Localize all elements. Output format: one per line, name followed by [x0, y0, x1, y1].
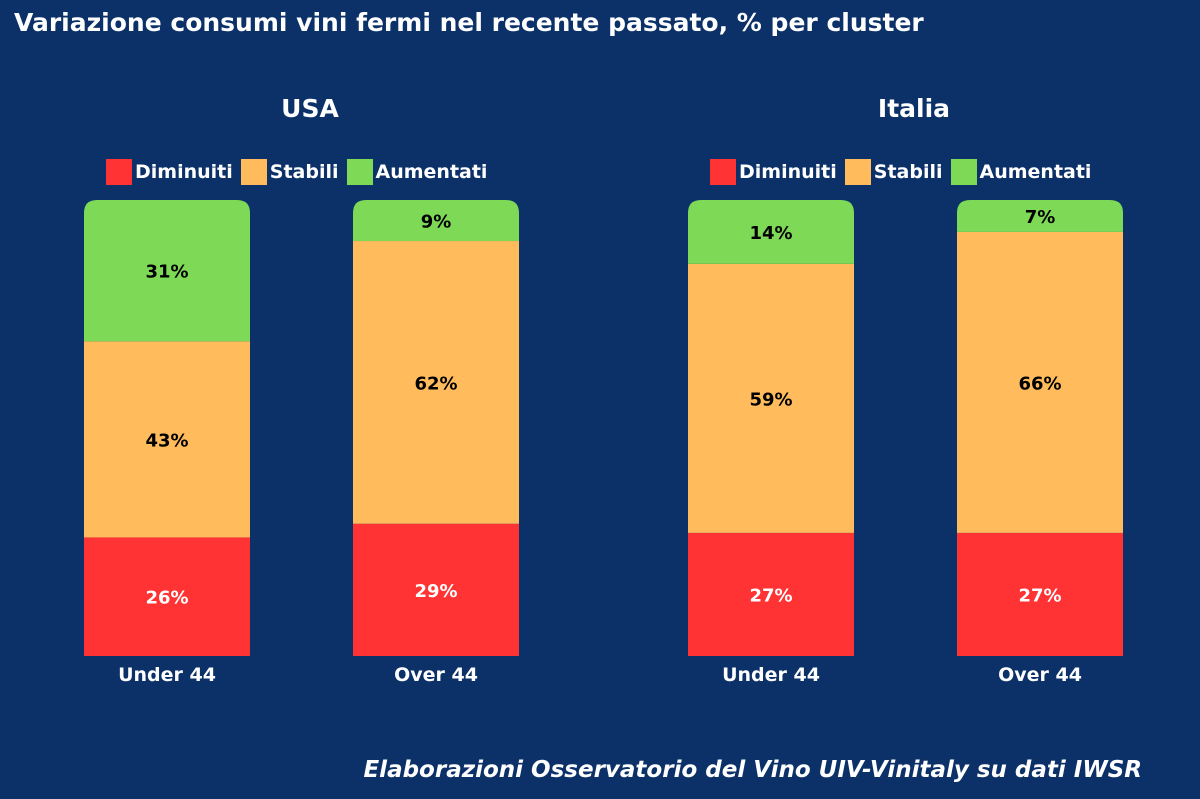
usa-data-label-stabili-0: 43%: [145, 430, 188, 451]
panel-title-usa: USA: [281, 94, 339, 123]
legend-swatch-diminuiti: [106, 159, 132, 185]
category-label-italia-under-44: Under 44: [722, 664, 820, 686]
italia-data-label-stabili-1: 66%: [1018, 373, 1061, 394]
category-label-usa-under-44: Under 44: [118, 664, 216, 686]
italia-data-label-stabili-0: 59%: [749, 389, 792, 410]
usa-segment-aumentati-1: [353, 200, 519, 242]
italia-segment-stabili-0: [688, 263, 854, 533]
stacked-bar-chart-usa: 26% 43% 31% 29% 62% 9%: [84, 200, 519, 656]
italia-bar-1: [957, 200, 1123, 656]
category-label-usa-over-44: Over 44: [394, 664, 478, 686]
legend-swatch-stabili: [240, 159, 267, 185]
legend-swatch-stabili: [844, 159, 871, 185]
usa-data-label-diminuiti-0: 26%: [145, 588, 188, 609]
usa-data-label-aumentati-0: 31%: [145, 262, 188, 283]
legend-item-stabili: Stabili: [844, 159, 943, 185]
source-note: Elaborazioni Osservatorio del Vino UIV-V…: [363, 757, 1142, 783]
usa-segment-stabili-0: [84, 341, 250, 538]
legend-item-diminuiti: Diminuiti: [710, 159, 837, 185]
legend-item-diminuiti: Diminuiti: [106, 159, 233, 185]
usa-segment-stabili-1: [353, 241, 519, 524]
legend-label-stabili: Stabili: [873, 161, 943, 183]
panel-usa: USA Diminuiti Stabili Aumentati 26% 43% 31…: [84, 94, 519, 686]
legend-item-aumentati: Aumentati: [950, 159, 1092, 185]
italia-segment-aumentati-0: [688, 200, 854, 264]
usa-data-label-stabili-1: 62%: [414, 373, 457, 394]
category-label-italia-over-44: Over 44: [998, 664, 1082, 686]
usa-segment-aumentati-0: [84, 200, 250, 342]
legend-item-aumentati: Aumentati: [346, 159, 488, 185]
italia-segment-aumentati-1: [957, 200, 1123, 232]
italia-data-label-diminuiti-0: 27%: [749, 585, 792, 606]
legend-label-aumentati: Aumentati: [979, 161, 1092, 183]
stacked-bar-chart-italia: 27% 59% 14% 27% 66% 7%: [688, 200, 1123, 656]
legend-label-diminuiti: Diminuiti: [135, 161, 233, 183]
usa-segment-diminuiti-1: [353, 523, 519, 656]
chart-title: Variazione consumi vini fermi nel recent…: [14, 8, 924, 37]
italia-data-label-aumentati-0: 14%: [749, 223, 792, 244]
legend-swatch-diminuiti: [710, 159, 736, 185]
legend-label-diminuiti: Diminuiti: [739, 161, 837, 183]
italia-data-label-aumentati-1: 7%: [1025, 207, 1056, 228]
italia-bar-0: [688, 200, 854, 656]
legend-usa: Diminuiti Stabili Aumentati: [106, 158, 495, 186]
legend-swatch-aumentati: [950, 159, 977, 185]
usa-data-label-diminuiti-1: 29%: [414, 581, 457, 602]
legend-item-stabili: Stabili: [240, 159, 339, 185]
italia-segment-diminuiti-0: [688, 532, 854, 656]
legend-label-aumentati: Aumentati: [375, 161, 488, 183]
usa-bar-1: [353, 200, 519, 656]
panel-italia: Italia Diminuiti Stabili Aumentati 27% 59…: [604, 0, 1200, 799]
legend-swatch-aumentati: [346, 159, 373, 185]
italia-data-label-diminuiti-1: 27%: [1018, 585, 1061, 606]
legend-italia: Diminuiti Stabili Aumentati: [710, 158, 1099, 186]
legend-label-stabili: Stabili: [269, 161, 339, 183]
usa-segment-diminuiti-0: [84, 537, 250, 656]
italia-segment-diminuiti-1: [957, 532, 1123, 656]
italia-segment-stabili-1: [957, 231, 1123, 533]
usa-data-label-aumentati-1: 9%: [421, 212, 452, 233]
usa-bar-0: [84, 200, 250, 656]
panel-title-italia: Italia: [877, 94, 951, 123]
